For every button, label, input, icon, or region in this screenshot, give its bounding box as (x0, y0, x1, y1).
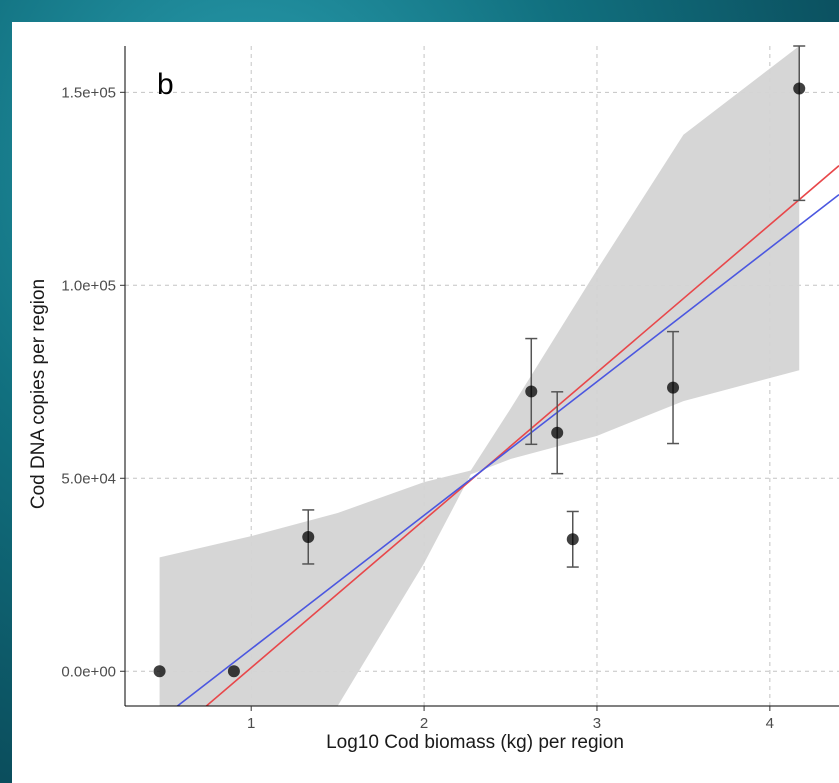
scatter-chart: 1 2 3 4 0.0e+00 5.0e+04 1.0e+05 1.5e+05 b Log10… (28, 45, 839, 753)
regression-line-2 (176, 193, 839, 706)
data-point (227, 665, 240, 678)
data-points-layer (153, 45, 806, 678)
x-tick-label: 3 (593, 715, 601, 732)
data-point (566, 533, 579, 546)
data-point (667, 381, 680, 394)
data-point (793, 82, 806, 95)
x-tick-label: 4 (766, 715, 774, 732)
y-axis-title: Cod DNA copies per region (28, 279, 49, 509)
data-point (302, 530, 315, 543)
data-point (153, 665, 166, 678)
y-tick-label: 1.0e+05 (61, 277, 116, 294)
confidence-band (159, 46, 800, 706)
confidence-band-layer (159, 46, 800, 706)
y-tick-label: 0.0e+00 (61, 663, 116, 680)
regression-lines-layer (176, 165, 839, 706)
data-point (551, 426, 564, 439)
y-tick-label: 1.5e+05 (61, 84, 116, 101)
x-tick-label: 2 (420, 715, 428, 732)
axes: 1 2 3 4 0.0e+00 5.0e+04 1.0e+05 1.5e+05 (61, 46, 839, 732)
panel-label: b (157, 68, 174, 101)
y-tick-label: 5.0e+04 (61, 470, 116, 487)
data-point (525, 385, 538, 398)
x-tick-label: 1 (247, 715, 255, 732)
x-axis-title: Log10 Cod biomass (kg) per region (326, 732, 624, 753)
chart-card: 1 2 3 4 0.0e+00 5.0e+04 1.0e+05 1.5e+05 b Log10… (12, 22, 839, 783)
